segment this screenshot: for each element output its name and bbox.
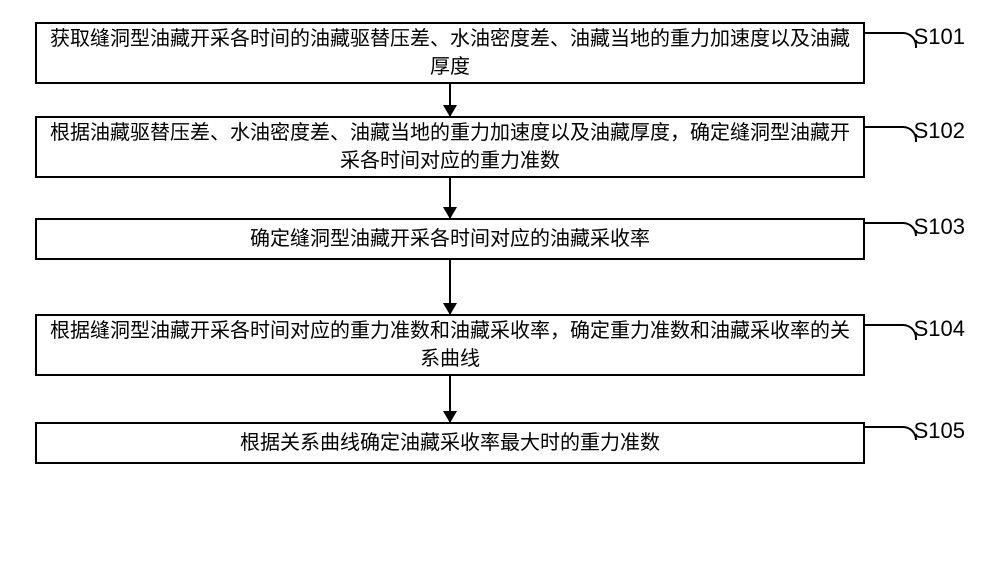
flow-step-box: 根据缝洞型油藏开采各时间对应的重力准数和油藏采收率，确定重力准数和油藏采收率的关… xyxy=(35,314,865,376)
flow-step-box: 确定缝洞型油藏开采各时间对应的油藏采收率 xyxy=(35,218,865,260)
flow-step: 确定缝洞型油藏开采各时间对应的油藏采收率S103 xyxy=(35,218,965,260)
flow-step: 根据缝洞型油藏开采各时间对应的重力准数和油藏采收率，确定重力准数和油藏采收率的关… xyxy=(35,314,965,376)
connector-line xyxy=(863,32,917,48)
flow-arrow xyxy=(35,376,865,422)
flow-arrow xyxy=(35,84,865,116)
flowchart-diagram: 获取缝洞型油藏开采各时间的油藏驱替压差、水油密度差、油藏当地的重力加速度以及油藏… xyxy=(35,22,965,464)
connector-line xyxy=(863,126,917,142)
flow-step-box: 获取缝洞型油藏开采各时间的油藏驱替压差、水油密度差、油藏当地的重力加速度以及油藏… xyxy=(35,22,865,84)
flow-step: 根据油藏驱替压差、水油密度差、油藏当地的重力加速度以及油藏厚度，确定缝洞型油藏开… xyxy=(35,116,965,178)
flow-step: 根据关系曲线确定油藏采收率最大时的重力准数S105 xyxy=(35,422,965,464)
flow-step-box: 根据关系曲线确定油藏采收率最大时的重力准数 xyxy=(35,422,865,464)
flow-step-box: 根据油藏驱替压差、水油密度差、油藏当地的重力加速度以及油藏厚度，确定缝洞型油藏开… xyxy=(35,116,865,178)
flow-step-label: S105 xyxy=(914,418,965,444)
flow-step-label: S101 xyxy=(914,24,965,50)
connector-line xyxy=(863,426,917,440)
flow-arrow xyxy=(35,260,865,314)
connector-line xyxy=(863,324,917,340)
flow-step-label: S102 xyxy=(914,118,965,144)
connector-line xyxy=(863,222,917,236)
flow-arrow xyxy=(35,178,865,218)
flow-step-label: S104 xyxy=(914,316,965,342)
flow-step-label: S103 xyxy=(914,214,965,240)
flow-step: 获取缝洞型油藏开采各时间的油藏驱替压差、水油密度差、油藏当地的重力加速度以及油藏… xyxy=(35,22,965,84)
